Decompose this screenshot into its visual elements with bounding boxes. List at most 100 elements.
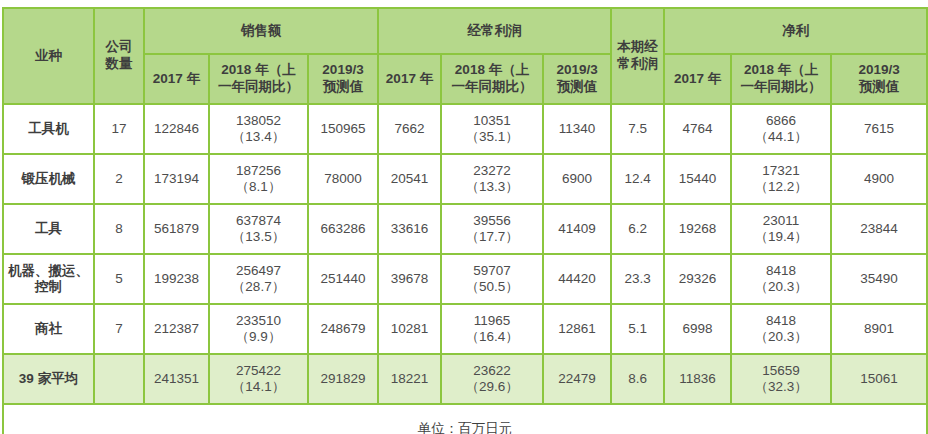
col-header-sales-2018-yoy: 2018 年（上 一年同期比） [209, 54, 308, 104]
sales-2018-yoy: （8.1） [211, 179, 306, 195]
sales-2019-forecast-cell: 78000 [308, 154, 378, 204]
col-header-net-2019-forecast: 2019/3 预测值 [831, 54, 927, 104]
sales-2018-value: 233510 [211, 313, 306, 329]
current-ordinary-profit-cell: 8.6 [611, 354, 664, 404]
industry-cell: 工具 [3, 204, 94, 254]
table-row: 工具 8 561879 637874（13.5） 663286 33616 39… [3, 204, 927, 254]
col-group-sales: 销售额 [144, 8, 378, 54]
industry-cell: 商社 [3, 304, 94, 354]
profit-2018-cell: 59707（50.5） [441, 254, 543, 304]
profit-2017-cell: 10281 [378, 304, 441, 354]
sales-2018-yoy: （13.4） [211, 129, 306, 145]
sales-2018-cell: 637874（13.5） [209, 204, 308, 254]
col-header-sales-2017: 2017 年 [144, 54, 209, 104]
sales-2018-yoy: （28.7） [211, 279, 306, 295]
net-2017-cell: 29326 [664, 254, 731, 304]
profit-2018-cell: 10351（35.1） [441, 104, 543, 154]
net-2018-cell: 8418（20.3） [731, 254, 831, 304]
industry-cell: 锻压机械 [3, 154, 94, 204]
net-2018-value: 15659 [733, 363, 829, 379]
profit-2018-cell: 23272（13.3） [441, 154, 543, 204]
sales-2017-cell: 122846 [144, 104, 209, 154]
profit-2018-cell: 11965（16.4） [441, 304, 543, 354]
profit-2019-forecast-cell: 22479 [543, 354, 611, 404]
net-2018-yoy: （44.1） [733, 129, 829, 145]
net-2018-yoy: （12.2） [733, 179, 829, 195]
company-count-cell: 2 [94, 154, 144, 204]
profit-2018-value: 23272 [443, 163, 541, 179]
sales-2019-forecast-cell: 291829 [308, 354, 378, 404]
sales-2019-forecast-cell: 150965 [308, 104, 378, 154]
sales-2018-yoy: （14.1） [211, 379, 306, 395]
net-2019-forecast-cell: 7615 [831, 104, 927, 154]
sales-2018-value: 138052 [211, 113, 306, 129]
sales-2019-forecast-cell: 251440 [308, 254, 378, 304]
net-2017-cell: 11836 [664, 354, 731, 404]
sales-2019-forecast-cell: 663286 [308, 204, 378, 254]
net-2019-forecast-cell: 23844 [831, 204, 927, 254]
net-2017-cell: 15440 [664, 154, 731, 204]
sales-2018-value: 256497 [211, 263, 306, 279]
table-footer: 单位：百万日元 [3, 404, 927, 434]
profit-2018-yoy: （29.6） [443, 379, 541, 395]
company-count-cell: 8 [94, 204, 144, 254]
profit-2018-value: 11965 [443, 313, 541, 329]
current-ordinary-profit-cell: 7.5 [611, 104, 664, 154]
net-2018-yoy: （20.3） [733, 329, 829, 345]
sales-2018-cell: 256497（28.7） [209, 254, 308, 304]
profit-2017-cell: 7662 [378, 104, 441, 154]
net-2018-cell: 15659（32.3） [731, 354, 831, 404]
net-2017-cell: 19268 [664, 204, 731, 254]
net-2018-value: 6866 [733, 113, 829, 129]
sales-2017-cell: 241351 [144, 354, 209, 404]
col-group-net-profit: 净利 [664, 8, 927, 54]
col-header-current-ordinary-profit: 本期经 常利润 [611, 8, 664, 104]
table-row: 工具机 17 122846 138052（13.4） 150965 7662 1… [3, 104, 927, 154]
net-2018-cell: 6866（44.1） [731, 104, 831, 154]
page: 业种 公司 数量 销售额 经常利润 本期经 常利润 净利 2017 年 2018… [0, 0, 928, 434]
net-2018-yoy: （20.3） [733, 279, 829, 295]
sales-2019-forecast-cell: 248679 [308, 304, 378, 354]
net-2018-yoy: （19.4） [733, 229, 829, 245]
sales-2018-cell: 138052（13.4） [209, 104, 308, 154]
company-count-cell: 5 [94, 254, 144, 304]
profit-2018-value: 39556 [443, 213, 541, 229]
col-header-profit-2017: 2017 年 [378, 54, 441, 104]
unit-note-row: 单位：百万日元 [3, 404, 927, 434]
net-2019-forecast-cell: 35490 [831, 254, 927, 304]
profit-2017-cell: 33616 [378, 204, 441, 254]
profit-2019-forecast-cell: 44420 [543, 254, 611, 304]
col-header-sales-2019-forecast: 2019/3 预测值 [308, 54, 378, 104]
net-2017-cell: 4764 [664, 104, 731, 154]
profit-2017-cell: 39678 [378, 254, 441, 304]
net-2017-cell: 6998 [664, 304, 731, 354]
col-header-profit-2018-yoy: 2018 年（上 一年同期比） [441, 54, 543, 104]
table-row: 商社 7 212387 233510（9.9） 248679 10281 119… [3, 304, 927, 354]
sales-2017-cell: 561879 [144, 204, 209, 254]
sales-2018-value: 637874 [211, 213, 306, 229]
net-2019-forecast-cell: 8901 [831, 304, 927, 354]
profit-2018-yoy: （16.4） [443, 329, 541, 345]
sales-2018-yoy: （9.9） [211, 329, 306, 345]
sales-2018-cell: 275422（14.1） [209, 354, 308, 404]
header-row-groups: 业种 公司 数量 销售额 经常利润 本期经 常利润 净利 [3, 8, 927, 54]
profit-2018-cell: 39556（17.7） [441, 204, 543, 254]
sales-2018-value: 187256 [211, 163, 306, 179]
table-row: 机器、搬运、 控制 5 199238 256497（28.7） 251440 3… [3, 254, 927, 304]
table-body: 工具机 17 122846 138052（13.4） 150965 7662 1… [3, 104, 927, 404]
profit-2019-forecast-cell: 6900 [543, 154, 611, 204]
table-header: 业种 公司 数量 销售额 经常利润 本期经 常利润 净利 2017 年 2018… [3, 8, 927, 104]
col-header-industry: 业种 [3, 8, 94, 104]
industry-cell: 39 家平均 [3, 354, 94, 404]
col-header-company-count: 公司 数量 [94, 8, 144, 104]
profit-2018-yoy: （17.7） [443, 229, 541, 245]
unit-note: 单位：百万日元 [3, 404, 927, 434]
profit-2018-yoy: （50.5） [443, 279, 541, 295]
sales-2018-yoy: （13.5） [211, 229, 306, 245]
current-ordinary-profit-cell: 5.1 [611, 304, 664, 354]
sales-2018-cell: 233510（9.9） [209, 304, 308, 354]
sales-2018-cell: 187256（8.1） [209, 154, 308, 204]
company-count-cell [94, 354, 144, 404]
profit-2017-cell: 18221 [378, 354, 441, 404]
current-ordinary-profit-cell: 6.2 [611, 204, 664, 254]
